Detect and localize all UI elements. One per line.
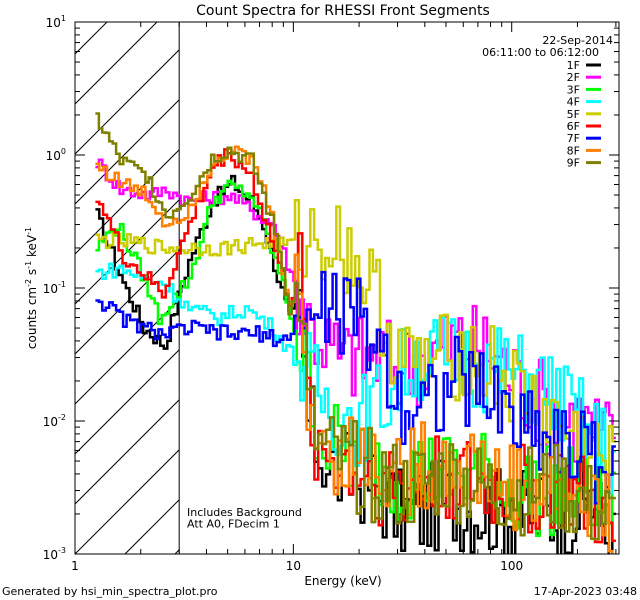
y-axis-label: counts cm-2 s-1 keV-1 xyxy=(24,227,39,349)
legend-label-4F: 4F xyxy=(567,96,580,109)
annotation-text: Att A0, FDecim 1 xyxy=(187,518,280,531)
timestamp-label: 17-Apr-2023 03:48 xyxy=(534,585,637,598)
legend-label-5F: 5F xyxy=(567,108,580,121)
axis-ticks xyxy=(74,21,619,555)
chart-title: Count Spectra for RHESSI Front Segments xyxy=(196,3,490,19)
y-tick-label: 101 xyxy=(46,14,66,30)
y-tick-label: 10-3 xyxy=(43,546,66,562)
legend-label-1F: 1F xyxy=(567,59,580,72)
hatch-line xyxy=(0,22,7,554)
y-tick-label: 10-2 xyxy=(43,413,66,429)
y-tick-labels: 101 100 10-1 10-2 10-3 xyxy=(43,14,66,562)
legend-label-8F: 8F xyxy=(567,144,580,157)
legend-label-2F: 2F xyxy=(567,71,580,84)
legend-label-7F: 7F xyxy=(567,132,580,145)
hatch-line xyxy=(75,399,180,505)
series-line-6F xyxy=(95,148,616,544)
hatch-line xyxy=(75,99,180,205)
legend-label-6F: 6F xyxy=(567,120,580,133)
generated-by-label: Generated by hsi_min_spectra_plot.pro xyxy=(2,585,218,598)
x-tick-label: 100 xyxy=(500,559,523,573)
hatch-line xyxy=(75,449,180,554)
time-range-label: 06:11:00 to 06:12:00 xyxy=(482,46,599,59)
y-tick-label: 10-1 xyxy=(43,280,66,296)
series-layer xyxy=(95,112,616,554)
legend-label-3F: 3F xyxy=(567,83,580,96)
y-tick-label: 100 xyxy=(46,147,66,163)
x-axis-label: Energy (keV) xyxy=(304,574,381,588)
hatch-line xyxy=(75,199,180,305)
hatch-line xyxy=(75,49,180,155)
x-tick-label: 1 xyxy=(71,559,79,573)
annotation-text: Includes Background xyxy=(187,506,302,519)
x-tick-label: 10 xyxy=(286,559,301,573)
hatch-line xyxy=(75,249,180,355)
series-line-9F xyxy=(95,112,616,541)
hatched-region xyxy=(0,22,180,554)
x-tick-labels: 1 10 100 xyxy=(71,559,523,573)
date-label: 22-Sep-2014 xyxy=(542,34,613,47)
legend-label-9F: 9F xyxy=(567,157,580,170)
series-line-7F xyxy=(95,270,616,505)
